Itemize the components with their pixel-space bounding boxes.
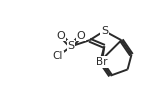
Text: Br: Br (96, 57, 108, 67)
Text: O: O (57, 31, 65, 41)
Text: S: S (67, 41, 75, 51)
Text: S: S (101, 26, 108, 36)
Text: O: O (77, 31, 85, 41)
Text: Cl: Cl (53, 51, 63, 61)
